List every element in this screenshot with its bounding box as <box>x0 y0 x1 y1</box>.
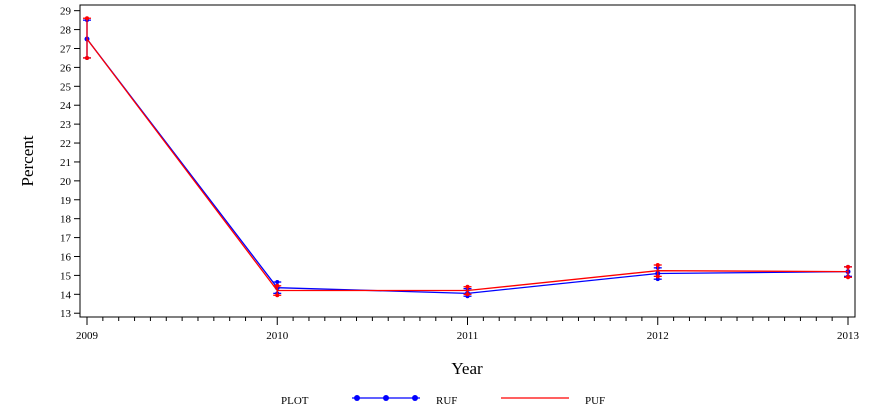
y-tick-label: 17 <box>60 233 72 245</box>
error-bar-end-dot <box>655 277 660 282</box>
series-puf <box>83 16 852 298</box>
legend-marker <box>354 395 360 401</box>
y-tick-label: 19 <box>60 195 72 207</box>
error-bar-end-dot <box>846 275 850 280</box>
legend-marker <box>383 395 389 401</box>
y-tick-label: 28 <box>60 25 72 37</box>
y-tick-label: 16 <box>60 251 72 263</box>
error-bar <box>83 16 91 60</box>
y-tick-label: 20 <box>60 176 72 188</box>
y-tick-label: 22 <box>60 138 71 150</box>
y-axis-title: Percent <box>18 135 37 186</box>
error-bar-end-dot <box>655 263 660 267</box>
error-bar-end-dot <box>85 16 89 21</box>
error-bar-end-dot <box>275 283 280 288</box>
legend-item-puf: PUF <box>501 395 605 407</box>
x-axis: 2009 2010 2011 2012 2013 <box>76 317 860 342</box>
y-tick-label: 14 <box>60 289 72 301</box>
plot-area-frame <box>79 4 856 318</box>
x-tick-label: 2009 <box>76 330 99 342</box>
error-bar <box>653 263 662 279</box>
series-ruf <box>83 18 852 299</box>
legend-title: PLOT <box>281 395 309 407</box>
error-bar-end-dot <box>846 264 850 269</box>
y-tick-label: 23 <box>60 119 72 131</box>
error-bar-end-dot <box>465 292 470 297</box>
y-tick-label: 25 <box>60 81 72 93</box>
x-tick-label: 2011 <box>457 330 479 342</box>
legend: PLOT RUF PUF <box>281 395 605 407</box>
x-axis-title: Year <box>451 359 483 378</box>
error-bar-end-dot <box>275 280 280 285</box>
y-tick-label: 18 <box>60 214 72 226</box>
x-tick-label: 2012 <box>647 330 669 342</box>
y-tick-label: 13 <box>60 308 72 320</box>
error-bar-end-dot <box>275 293 280 298</box>
error-bar <box>844 264 852 280</box>
legend-marker <box>412 395 418 401</box>
legend-label: RUF <box>436 395 457 407</box>
series-line <box>86 38 849 295</box>
y-axis: 13 14 15 16 17 18 19 20 21 22 23 24 25 26 27 28 29 <box>60 6 80 320</box>
series-layer <box>83 16 852 299</box>
y-tick-label: 29 <box>60 6 72 18</box>
legend-item-ruf: RUF <box>352 395 457 407</box>
error-bar-end-dot <box>85 55 89 60</box>
y-tick-label: 27 <box>60 43 72 55</box>
legend-label: PUF <box>585 395 605 407</box>
x-tick-label: 2013 <box>837 330 860 342</box>
y-tick-label: 24 <box>60 100 72 112</box>
error-bar-end-dot <box>655 274 660 279</box>
error-bar-end-dot <box>465 284 470 289</box>
y-tick-label: 26 <box>60 62 72 74</box>
series-line <box>86 38 849 292</box>
x-tick-label: 2010 <box>266 330 289 342</box>
y-tick-label: 15 <box>60 270 72 282</box>
y-tick-label: 21 <box>60 157 71 169</box>
